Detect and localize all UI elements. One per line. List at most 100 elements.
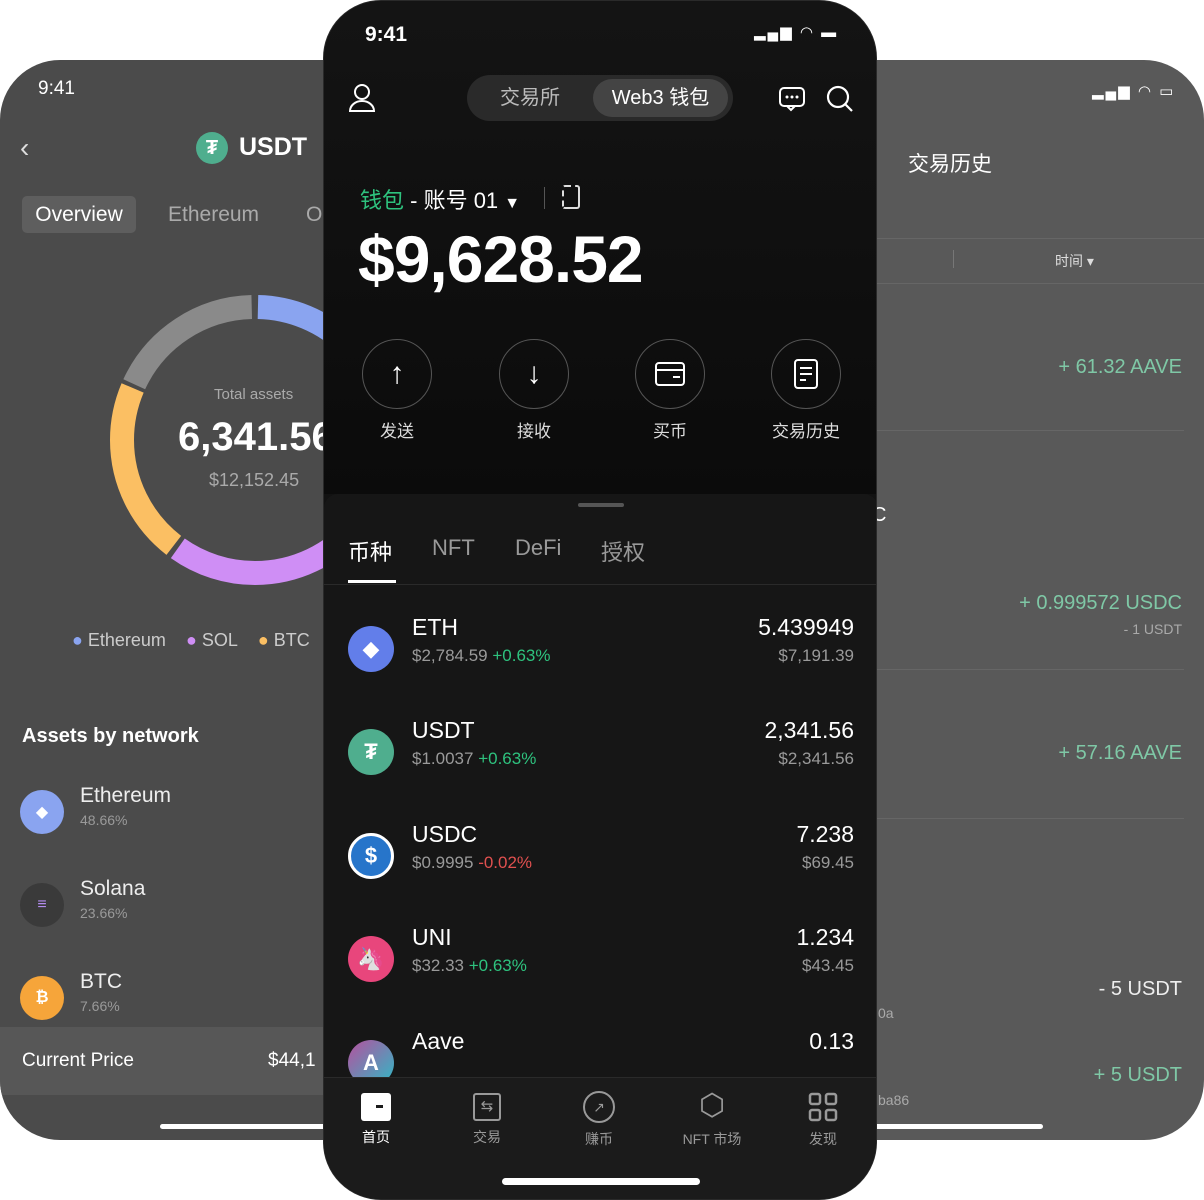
token-row-uni[interactable]: 🦄 UNI $32.33 +0.63% 1.234 $43.45: [324, 924, 876, 1040]
account-label: - 账号 01: [410, 188, 499, 213]
total-assets-label: Total assets: [214, 386, 294, 403]
search-icon[interactable]: [826, 85, 854, 113]
legend-sol: SOL: [201, 630, 238, 650]
tab-overview[interactable]: Overview: [22, 196, 136, 233]
home-icon: [361, 1093, 391, 1121]
legend-btc: BTC: [273, 630, 310, 650]
nav-label: 首页: [362, 1129, 390, 1145]
legend-ethereum: Ethereum: [87, 630, 166, 650]
token-value: $69.45: [802, 853, 854, 872]
donut-segment-sol: [110, 295, 400, 585]
status-time: 9:41: [38, 78, 75, 99]
tx-amount: + 5 USDT: [1093, 1064, 1182, 1086]
legend-dot-sol: ●: [185, 630, 197, 650]
network-name: BTC: [80, 970, 122, 993]
token-row-usdt[interactable]: ₮ USDT $1.0037 +0.63% 2,341.56 $2,341.56: [324, 717, 876, 833]
network-pct: 23.66%: [80, 905, 128, 921]
section-title: Assets by network: [22, 725, 199, 747]
message-icon[interactable]: [778, 86, 806, 112]
nav-trade[interactable]: ⇆ 交易: [437, 1089, 537, 1147]
tx-sub-amount: - 1 USDT: [1123, 621, 1182, 637]
caret-down-icon: ▼: [504, 195, 521, 212]
tab-nft[interactable]: NFT: [432, 535, 475, 560]
legend-dot-ethereum: ●: [72, 630, 83, 650]
arrow-up-icon: ↑: [389, 357, 405, 390]
nav-label: 发现: [809, 1131, 837, 1147]
divider: [953, 250, 954, 268]
token-price-line: $0.9995 -0.02%: [412, 853, 533, 872]
status-time: 9:41: [365, 23, 408, 46]
solana-icon: ≡: [20, 883, 64, 927]
eth-icon: ◆: [348, 626, 394, 672]
network-row-ethereum[interactable]: ◆ Ethereum 48.66%: [20, 784, 320, 840]
token-name: USDC: [412, 821, 478, 847]
token-name: ETH: [412, 614, 458, 640]
time-filter[interactable]: 时间 ▾: [1055, 251, 1094, 271]
tx-address: ba86: [878, 1092, 910, 1108]
donut-segment-btc: [110, 295, 400, 585]
nav-home[interactable]: 首页: [326, 1089, 426, 1147]
receive-label: 接收: [517, 422, 551, 441]
usdc-icon: $: [348, 833, 394, 879]
token-row-eth[interactable]: ◆ ETH $2,784.59 +0.63% 5.439949 $7,191.3…: [324, 614, 876, 730]
network-name: Ethereum: [80, 784, 172, 807]
divider: [780, 430, 1184, 431]
document-icon: [794, 359, 818, 389]
token-name: UNI: [412, 924, 452, 950]
sheet-handle[interactable]: [578, 503, 624, 507]
total-assets-usd: $12,152.45: [209, 470, 300, 490]
token-amount: 7.238: [796, 821, 854, 847]
token-name: Aave: [412, 1028, 465, 1054]
token-price-line: $1.0037 +0.63%: [412, 749, 537, 768]
nav-label: 交易: [473, 1129, 501, 1145]
chart-legend: ● Ethereum ● SOL ● BTC: [72, 630, 310, 651]
home-indicator: [502, 1178, 700, 1185]
token-value: $7,191.39: [778, 646, 854, 665]
tab-ethereum[interactable]: Ethereum: [168, 203, 260, 226]
buy-button[interactable]: [635, 339, 705, 409]
token-value: $43.45: [802, 956, 854, 975]
home-indicator: [160, 1124, 400, 1129]
discover-icon: [808, 1092, 838, 1122]
total-assets-value: 6,341.56: [178, 415, 334, 459]
segment-exchange[interactable]: 交易所: [500, 87, 560, 109]
caret-down-icon: ▾: [1086, 253, 1094, 269]
nft-market-icon: ⬡: [698, 1089, 726, 1122]
token-row-usdc[interactable]: $ USDC $0.9995 -0.02% 7.238 $69.45: [324, 821, 876, 937]
tx-amount: - 5 USDT: [1098, 978, 1182, 1000]
usdt-icon: ₮: [196, 132, 228, 164]
back-icon[interactable]: ‹: [20, 132, 30, 163]
receive-button[interactable]: ↓: [499, 339, 569, 409]
network-row-solana[interactable]: ≡ Solana 23.66%: [20, 877, 320, 933]
nav-label: 赚币: [585, 1131, 613, 1147]
nav-earn[interactable]: ↗ 赚币: [549, 1089, 649, 1149]
send-button[interactable]: ↑: [362, 339, 432, 409]
tab-tokens[interactable]: 币种: [348, 540, 393, 565]
status-icons: ▂▄▆ ◠ ▬: [754, 24, 839, 41]
network-name: Solana: [80, 877, 146, 900]
nav-nft-market[interactable]: ⬡ NFT 市场: [662, 1089, 762, 1149]
divider: [780, 818, 1184, 819]
profile-icon[interactable]: [348, 83, 376, 113]
active-tab-underline: [348, 580, 396, 583]
token-amount: 5.439949: [758, 614, 854, 640]
wallet-label: 钱包: [360, 188, 405, 213]
token-row-aave[interactable]: A Aave 0.13: [324, 1028, 876, 1144]
tab-other[interactable]: O: [306, 203, 323, 226]
history-label: 交易历史: [772, 422, 840, 441]
nav-discover[interactable]: 发现: [773, 1089, 873, 1149]
trade-icon: ⇆: [473, 1093, 501, 1121]
segment-web3-wallet[interactable]: Web3 钱包: [593, 79, 728, 117]
divider: [324, 584, 876, 585]
network-row-btc[interactable]: ₿ BTC 7.66%: [20, 970, 320, 1026]
tab-approvals[interactable]: 授权: [601, 540, 646, 565]
history-button[interactable]: [771, 339, 841, 409]
tab-defi[interactable]: DeFi: [515, 535, 562, 560]
arrow-down-icon: ↓: [526, 357, 542, 390]
token-amount: 2,341.56: [764, 717, 854, 743]
wallet-account-selector[interactable]: 钱包 - 账号 01 ▼: [360, 183, 520, 215]
divider: [544, 187, 545, 209]
copy-icon[interactable]: [562, 185, 580, 209]
center-phone-screen: 9:41 ▂▄▆ ◠ ▬ 交易所 Web3 钱包 钱包 - 账号 01 ▼ $9…: [323, 0, 877, 1200]
token-amount: 0.13: [809, 1028, 854, 1054]
